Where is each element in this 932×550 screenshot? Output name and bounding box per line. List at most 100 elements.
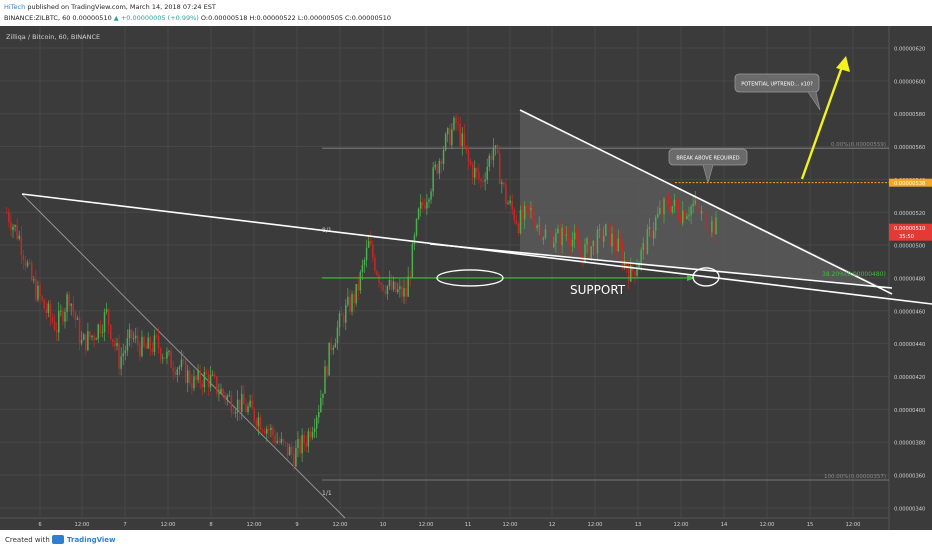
- candle-body: [459, 124, 461, 146]
- support-label: SUPPORT: [570, 283, 626, 297]
- candle-body: [630, 265, 632, 282]
- candle-body: [444, 134, 447, 150]
- candle-body: [178, 367, 181, 370]
- candle-body: [114, 341, 116, 347]
- candle-body: [615, 246, 617, 252]
- candle-body: [553, 242, 555, 248]
- chart-area[interactable]: 0.00000620 0.00000600 0.00000580 0.00000560…: [0, 26, 932, 530]
- candle-body: [245, 404, 247, 413]
- resistance-price-label: 0.00000538: [894, 181, 925, 187]
- candle-body: [284, 441, 287, 443]
- candle-body: [505, 184, 507, 204]
- candle-body: [39, 285, 41, 297]
- candle-body: [571, 239, 574, 247]
- candle-body: [41, 296, 43, 300]
- candle-body: [563, 227, 565, 236]
- candle-body: [257, 417, 260, 427]
- candle-body: [347, 296, 349, 305]
- candle-body: [282, 439, 285, 442]
- candle-body: [274, 435, 276, 443]
- candle-body: [471, 164, 474, 178]
- candle-body: [380, 282, 382, 285]
- uptrend-note: POTENTIAL UPTREND... x10?: [741, 82, 813, 88]
- candle-body: [511, 200, 513, 210]
- candle-body: [16, 225, 18, 239]
- candle-body: [399, 286, 401, 290]
- y-tick-label: 0.00000500: [894, 244, 925, 250]
- x-tick-label: 6: [38, 522, 41, 528]
- publish-line: HiTech published on TradingView.com, Mar…: [4, 3, 216, 11]
- candle-body: [101, 331, 104, 333]
- gann-label-1-1: 1/1: [322, 490, 332, 497]
- candle-body: [476, 168, 478, 172]
- candle-body: [149, 337, 152, 350]
- candle-body: [28, 262, 31, 264]
- candle-body: [110, 324, 112, 340]
- y-tick-label: 0.00000560: [894, 145, 925, 151]
- candle-body: [155, 335, 158, 337]
- candle-body: [484, 179, 486, 182]
- y-tick-label: 0.00000340: [894, 506, 925, 512]
- candle-body: [542, 237, 545, 240]
- candle-body: [345, 304, 347, 323]
- candle-body: [642, 242, 644, 251]
- candle-body: [446, 128, 449, 135]
- candle-body: [97, 324, 100, 339]
- candle-body: [228, 395, 231, 397]
- candle-body: [650, 227, 653, 239]
- candle-body: [145, 346, 147, 349]
- candle-body: [388, 279, 391, 286]
- candle-body: [313, 428, 316, 432]
- candle-body: [640, 250, 642, 263]
- candle-body: [461, 133, 464, 146]
- candle-body: [336, 327, 339, 344]
- candle-body: [713, 220, 715, 235]
- candle-body: [536, 225, 538, 228]
- candle-body: [8, 212, 10, 223]
- candle-body: [191, 383, 193, 389]
- candle-body: [95, 338, 97, 340]
- candle-body: [118, 343, 120, 369]
- candle-body: [6, 212, 8, 214]
- candle-body: [224, 394, 226, 400]
- candle-body: [201, 383, 204, 388]
- candle-body: [172, 367, 174, 372]
- candle-body: [592, 240, 595, 247]
- candle-body: [91, 335, 93, 338]
- candle-body: [390, 279, 393, 290]
- x-tick-label: 12:00: [161, 522, 176, 528]
- break-callout-pointer: [702, 164, 714, 185]
- candle-body: [297, 439, 299, 448]
- x-tick-label: 12:00: [419, 522, 434, 528]
- author-link[interactable]: HiTech: [4, 3, 26, 11]
- candle-body: [480, 179, 482, 182]
- price-axis: [889, 26, 932, 530]
- candle-body: [209, 375, 212, 387]
- candle-body: [378, 275, 380, 283]
- candle-body: [132, 338, 135, 340]
- candle-body: [211, 374, 214, 376]
- candle-body: [107, 309, 110, 325]
- candle-body: [220, 388, 222, 394]
- candle-body: [584, 244, 586, 262]
- candle-body: [422, 202, 424, 206]
- candle-body: [85, 334, 87, 350]
- candle-body: [617, 238, 620, 252]
- candle-body: [602, 235, 605, 243]
- candle-body: [74, 311, 77, 320]
- candle-body: [523, 205, 526, 220]
- current-price-label: 0.00000510: [894, 226, 925, 232]
- candle-body: [438, 160, 441, 174]
- price-chart[interactable]: 0.00000620 0.00000600 0.00000580 0.00000560…: [0, 26, 932, 530]
- x-tick-label: 9: [295, 522, 298, 528]
- candle-body: [711, 220, 713, 233]
- candle-body: [434, 164, 436, 168]
- candle-body: [684, 210, 686, 220]
- footer: Created with TradingView: [0, 530, 932, 550]
- candle-body: [449, 128, 451, 145]
- candle-body: [682, 210, 684, 224]
- tradingview-brand[interactable]: TradingView: [67, 536, 116, 544]
- candle-body: [60, 310, 62, 312]
- candle-body: [546, 229, 549, 231]
- candle-body: [251, 400, 253, 409]
